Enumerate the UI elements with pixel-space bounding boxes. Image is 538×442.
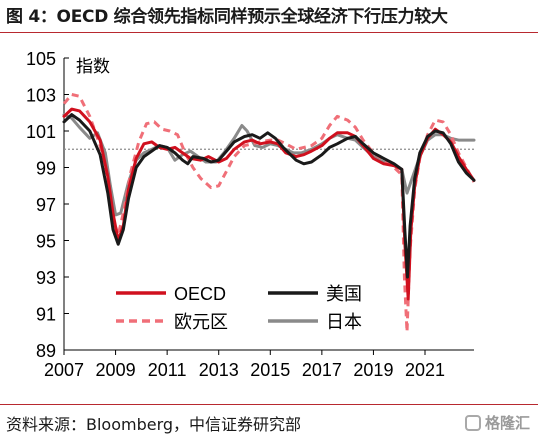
x-tick-label: 2007	[44, 360, 84, 380]
y-tick-label: 91	[36, 305, 56, 325]
y-tick-label: 101	[26, 122, 56, 142]
y-tick-label: 105	[26, 49, 56, 69]
y-tick-label: 89	[36, 341, 56, 361]
x-tick-label: 2015	[250, 360, 290, 380]
legend-label-3: 欧元区	[174, 312, 228, 332]
y-axis-label: 指数	[76, 57, 110, 76]
footer-divider	[0, 404, 538, 405]
title-divider	[0, 32, 538, 33]
y-tick-label: 93	[36, 268, 56, 288]
figure-title: 图 4：OECD 综合领先指标同样预示全球经济下行压力较大	[6, 7, 448, 27]
x-tick-label: 2021	[405, 360, 445, 380]
brand-watermark: 格隆汇	[464, 412, 530, 433]
y-tick-label: 95	[36, 232, 56, 252]
chart-area: 89 91 93 95 97 99 101 103 105 2007 2009 2011 2013 201…	[0, 36, 538, 396]
brand-logo-icon	[464, 414, 481, 431]
x-tick-label: 2013	[199, 360, 239, 380]
source-note: 资料来源：Bloomberg，中信证券研究部	[6, 415, 302, 434]
x-tick-label: 2019	[353, 360, 393, 380]
x-tick-label: 2011	[148, 360, 187, 380]
y-tick-label: 103	[26, 86, 56, 106]
legend-label-2: 美国	[326, 284, 362, 304]
y-tick-label: 99	[36, 159, 56, 179]
x-tick-label: 2009	[96, 360, 136, 380]
series-line-2	[62, 113, 476, 279]
legend-label-4: 日本	[326, 312, 362, 332]
legend-label-1: OECD	[174, 284, 226, 304]
line-chart: 89 91 93 95 97 99 101 103 105 2007 2009 2011 2013 201…	[26, 49, 476, 380]
y-tick-label: 97	[36, 195, 56, 215]
x-tick-label: 2017	[302, 360, 342, 380]
brand-name: 格隆汇	[484, 414, 530, 432]
